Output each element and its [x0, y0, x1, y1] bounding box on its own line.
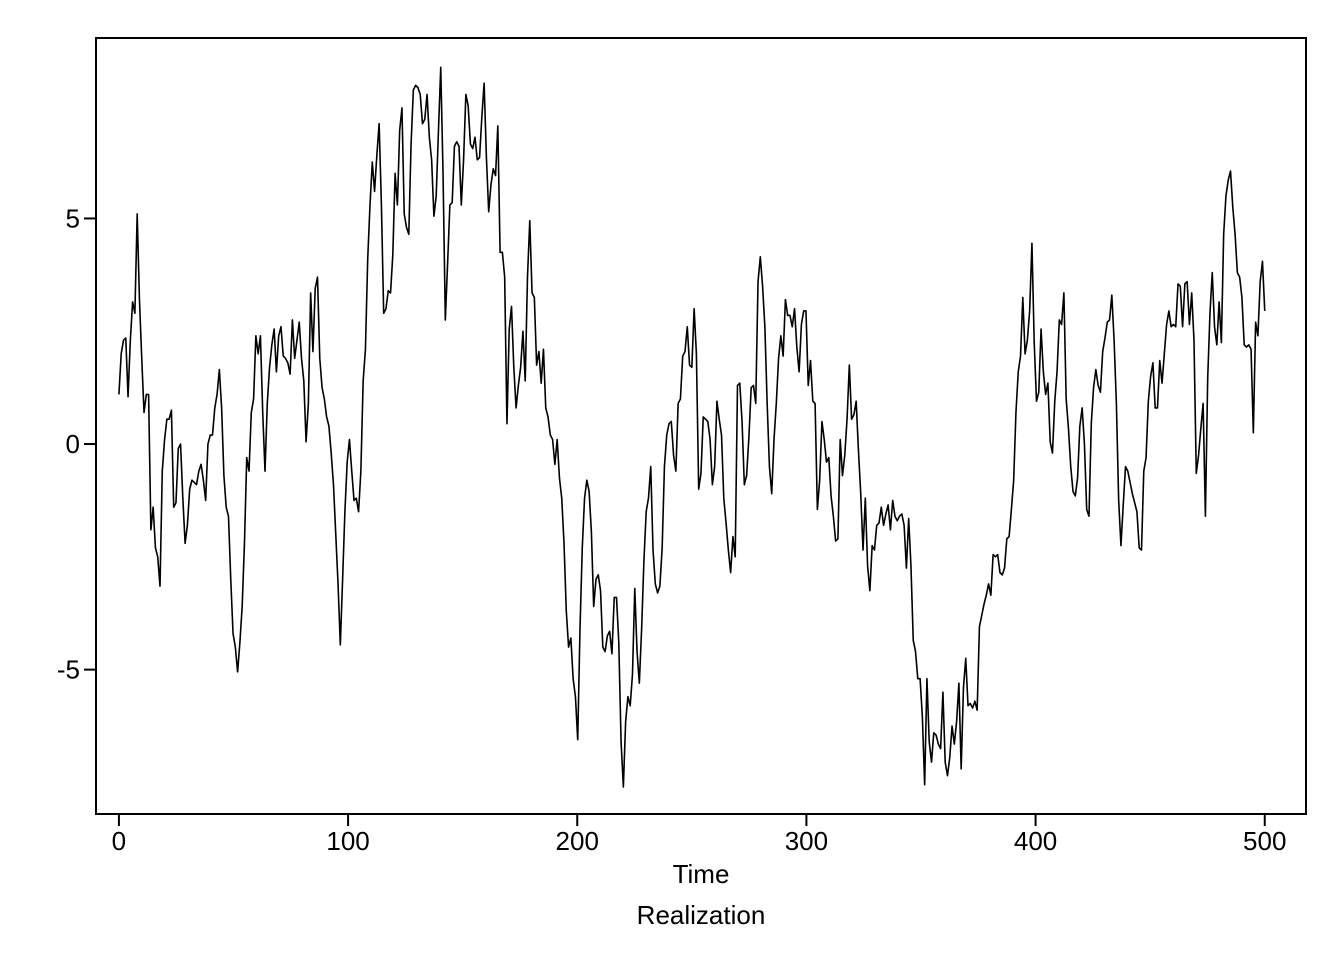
y-tick-label: 5 [66, 203, 80, 233]
x-tick-label: 0 [112, 826, 126, 856]
chart-caption: Realization [637, 900, 766, 930]
plot-frame [95, 37, 1307, 815]
x-tick-label: 500 [1243, 826, 1286, 856]
x-axis-title: Time [673, 859, 730, 889]
x-tick-label: 200 [556, 826, 599, 856]
x-tick-label: 300 [785, 826, 828, 856]
series-line [118, 66, 1266, 788]
y-axis: -5 0 5 [57, 203, 96, 685]
x-axis: 0 100 200 300 400 500 [112, 814, 1286, 856]
x-tick-label: 100 [326, 826, 369, 856]
y-tick-label: -5 [57, 655, 80, 685]
y-tick-label: 0 [66, 429, 80, 459]
x-tick-label: 400 [1014, 826, 1057, 856]
